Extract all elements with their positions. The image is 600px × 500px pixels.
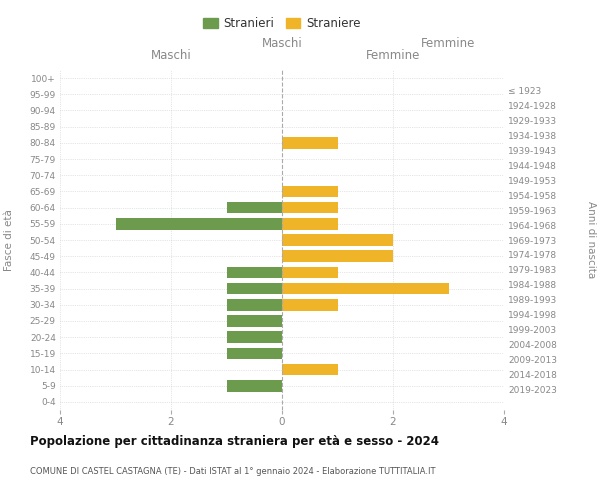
Bar: [227, 332, 282, 343]
Text: Anni di nascita: Anni di nascita: [586, 202, 596, 278]
Bar: [227, 299, 282, 310]
Bar: [282, 282, 449, 294]
Text: Maschi: Maschi: [151, 50, 191, 62]
Bar: [282, 299, 337, 310]
Text: COMUNE DI CASTEL CASTAGNA (TE) - Dati ISTAT al 1° gennaio 2024 - Elaborazione TU: COMUNE DI CASTEL CASTAGNA (TE) - Dati IS…: [30, 468, 436, 476]
Bar: [227, 202, 282, 213]
Bar: [282, 364, 337, 376]
Bar: [282, 234, 393, 246]
Bar: [282, 218, 337, 230]
Bar: [227, 315, 282, 327]
Text: Femmine: Femmine: [421, 37, 476, 50]
Bar: [282, 250, 393, 262]
Bar: [282, 186, 337, 198]
Text: Maschi: Maschi: [262, 37, 302, 50]
Bar: [282, 266, 337, 278]
Bar: [115, 218, 282, 230]
Bar: [227, 266, 282, 278]
Bar: [282, 137, 337, 148]
Bar: [227, 348, 282, 359]
Text: Fasce di età: Fasce di età: [4, 209, 14, 271]
Legend: Stranieri, Straniere: Stranieri, Straniere: [199, 12, 365, 34]
Text: Popolazione per cittadinanza straniera per età e sesso - 2024: Popolazione per cittadinanza straniera p…: [30, 435, 439, 448]
Bar: [282, 202, 337, 213]
Bar: [227, 380, 282, 392]
Bar: [227, 282, 282, 294]
Text: Femmine: Femmine: [366, 50, 420, 62]
